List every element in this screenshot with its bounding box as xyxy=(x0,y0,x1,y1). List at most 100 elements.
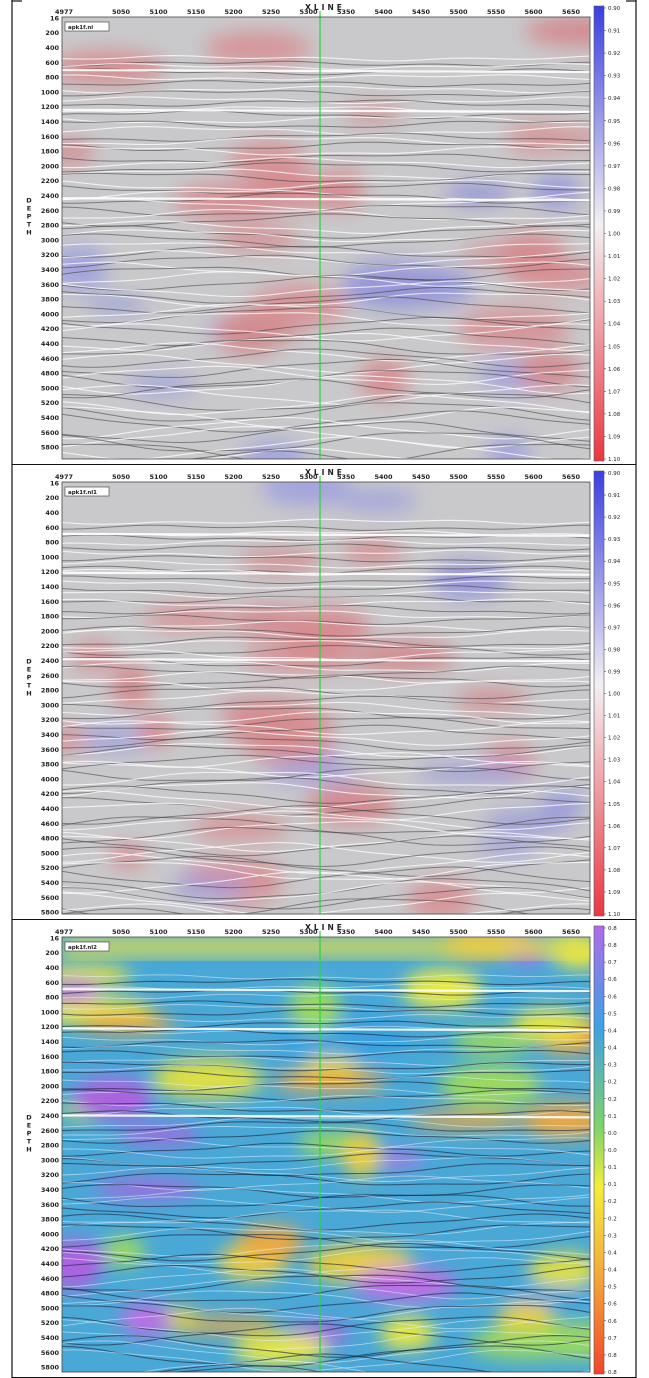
y-tick-label: 3800 xyxy=(41,761,60,769)
colorbar-tick-label: 0.97 xyxy=(608,164,621,170)
colorbar-tick-label: 1.08 xyxy=(608,868,621,874)
svg-text:D: D xyxy=(26,1114,32,1122)
colorbar-tick-label: 0.93 xyxy=(608,537,621,543)
x-tick-label: 5550 xyxy=(487,473,506,481)
seismic-image xyxy=(62,17,590,459)
y-tick-label: 4600 xyxy=(41,1275,60,1283)
x-tick-label: 5300 xyxy=(299,928,318,936)
colorbar-tick-label: 1.00 xyxy=(608,692,621,698)
y-tick-label: 1200 xyxy=(41,568,60,576)
colorbar-tick-label: 0.4 xyxy=(608,1268,617,1274)
y-tick-label: 1200 xyxy=(41,103,60,111)
x-tick-label: 4977 xyxy=(55,473,73,481)
y-tick-label: 16 xyxy=(50,479,60,487)
panel-tag: apk1f.nl2 xyxy=(64,941,110,952)
y-tick-label: 2000 xyxy=(41,162,60,170)
y-tick-label: 5400 xyxy=(41,414,60,422)
svg-text:apk1f.nl1: apk1f.nl1 xyxy=(68,490,97,496)
x-tick-label: 5600 xyxy=(524,8,543,16)
y-tick-label: 2000 xyxy=(41,627,60,635)
y-tick-label: 3200 xyxy=(41,251,60,259)
y-tick-label: 2400 xyxy=(41,1112,60,1120)
y-tick-label: 200 xyxy=(45,29,59,37)
svg-text:D: D xyxy=(26,197,32,205)
y-tick-label: 1400 xyxy=(41,1038,60,1046)
x-tick-label: 5500 xyxy=(449,473,468,481)
y-tick-label: 5600 xyxy=(41,429,60,437)
y-tick-label: 5400 xyxy=(41,1334,60,1342)
x-tick-label: 5050 xyxy=(112,473,131,481)
colorbar-tick-label: 0.98 xyxy=(608,647,621,653)
svg-text:H: H xyxy=(26,689,31,697)
colorbar-tick-label: 0.6 xyxy=(608,1319,617,1325)
colorbar-tick-label: 0.3 xyxy=(608,1233,617,1239)
colorbar-tick-label: 0.96 xyxy=(608,603,621,609)
colorbar-tick-label: 0.4 xyxy=(608,1046,617,1052)
colorbar-tick-label: 0.3 xyxy=(608,1063,617,1069)
y-tick-label: 2800 xyxy=(41,1142,60,1150)
y-tick-label: 5800 xyxy=(41,909,60,917)
y-tick-label: 3000 xyxy=(41,236,60,244)
y-tick-label: 5800 xyxy=(41,444,60,452)
x-tick-label: 5050 xyxy=(112,928,131,936)
seismic-panel-1: XLINE D E P T H 4977 5050 5100 5150 5200 5250 5300 53… xyxy=(0,0,649,465)
colorbar-tick-label: 0.91 xyxy=(608,493,620,499)
x-tick-label: 5500 xyxy=(449,928,468,936)
colorbar-tick-label: 0.4 xyxy=(608,1250,617,1256)
x-tick-label: 5650 xyxy=(562,928,581,936)
y-tick-label: 2600 xyxy=(41,207,60,215)
colorbar-tick-label: 1.02 xyxy=(608,736,620,742)
svg-text:H: H xyxy=(26,1146,31,1154)
x-tick-label: 5250 xyxy=(262,473,281,481)
y-tick-label: 5000 xyxy=(41,849,60,857)
colorbar-tick-label: 1.09 xyxy=(608,434,621,440)
colorbar-tick-label: 1.02 xyxy=(608,277,620,283)
y-tick-label: 4800 xyxy=(41,370,60,378)
colorbar-tick-label: 0.2 xyxy=(608,1097,617,1103)
y-tick-label: 2000 xyxy=(41,1082,60,1090)
x-tick-label: 5300 xyxy=(299,473,318,481)
colorbar-tick-label: 0.2 xyxy=(608,1199,617,1205)
colorbar-tick-label: 0.92 xyxy=(608,51,620,57)
y-tick-label: 400 xyxy=(45,509,59,517)
y-tick-label: 3400 xyxy=(41,1186,60,1194)
svg-text:apk1f.ni: apk1f.ni xyxy=(68,25,93,31)
colorbar-tick-label: 0.93 xyxy=(608,74,621,80)
y-tick-label: 1400 xyxy=(41,118,60,126)
y-tick-label: 3800 xyxy=(41,296,60,304)
y-tick-label: 4000 xyxy=(41,1230,60,1238)
colorbar-tick-label: 0.1 xyxy=(608,1182,617,1188)
x-tick-label: 5650 xyxy=(562,473,581,481)
x-tick-label: 5100 xyxy=(149,473,168,481)
colorbar-tick-label: 0.5 xyxy=(608,1011,617,1017)
x-tick-label: 5350 xyxy=(337,8,356,16)
colorbar-tick-label: 0.95 xyxy=(608,119,621,125)
panel-tag: apk1f.ni xyxy=(64,21,110,32)
y-tick-label: 3000 xyxy=(41,1156,60,1164)
y-tick-label: 200 xyxy=(45,949,59,957)
y-tick-label: 1600 xyxy=(41,598,60,606)
x-tick-label: 5550 xyxy=(487,928,506,936)
y-tick-label: 4800 xyxy=(41,1290,60,1298)
colorbar-tick-label: 0.6 xyxy=(608,994,617,1000)
y-tick-label: 4600 xyxy=(41,355,60,363)
y-tick-label: 3800 xyxy=(41,1216,60,1224)
y-tick-label: 4400 xyxy=(41,340,60,348)
x-tick-label: 5450 xyxy=(412,473,431,481)
seismic-panel-2: XLINE D E P T H 4977 5050 5100 5150 5200 5250 5300 53… xyxy=(0,465,649,920)
colorbar-tick-label: 1.10 xyxy=(608,457,621,463)
colorbar-tick-label: 0.5 xyxy=(608,1285,617,1291)
colorbar-tick-label: 0.99 xyxy=(608,669,621,675)
y-tick-label: 1800 xyxy=(41,613,60,621)
y-tick-label: 2600 xyxy=(41,672,60,680)
y-tick-label: 3600 xyxy=(41,1201,60,1209)
x-tick-label: 5100 xyxy=(149,8,168,16)
y-tick-label: 4200 xyxy=(41,1245,60,1253)
y-tick-label: 800 xyxy=(45,994,59,1002)
y-tick-label: 4400 xyxy=(41,1260,60,1268)
y-tick-label: 4200 xyxy=(41,325,60,333)
colorbar: 0.8 0.8 0.7 0.6 0.6 0.5 0.4 0.4 0.3 0.2 0.2 0.1 0.0 0… xyxy=(593,925,617,1376)
